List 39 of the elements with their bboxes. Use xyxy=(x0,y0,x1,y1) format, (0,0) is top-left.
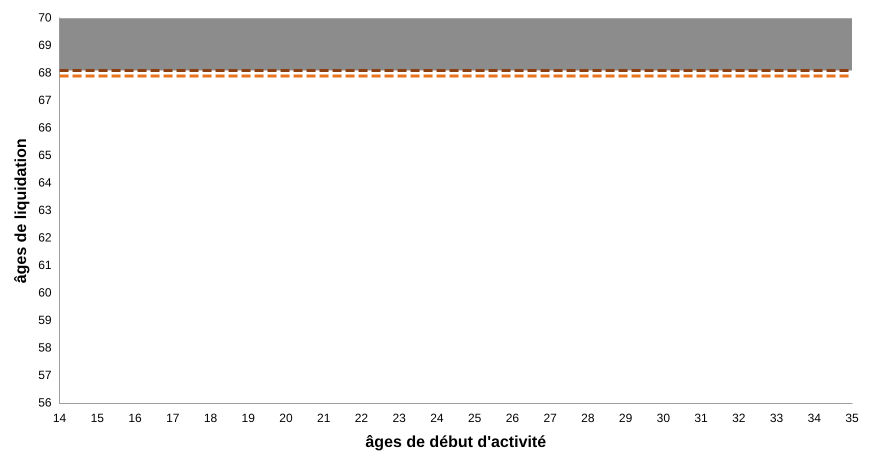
x-tick-label: 30 xyxy=(656,410,670,425)
y-tick-label: 66 xyxy=(38,120,52,135)
x-tick-label: 28 xyxy=(581,410,595,425)
x-axis-title: âges de début d'activité xyxy=(365,434,546,451)
x-tick-label: 27 xyxy=(543,410,558,425)
y-tick-label: 69 xyxy=(38,38,52,52)
y-tick-label: 57 xyxy=(38,368,52,382)
y-tick-label: 61 xyxy=(38,258,52,272)
y-tick-label: 68 xyxy=(38,66,52,80)
x-tick-label: 14 xyxy=(52,410,67,425)
x-tick-label: 35 xyxy=(845,410,859,425)
y-axis-title: âges de liquidation xyxy=(13,138,30,284)
y-tick-label: 70 xyxy=(38,10,52,25)
x-tick-label: 31 xyxy=(694,410,708,425)
x-tick-label: 26 xyxy=(506,410,520,425)
x-tick-label: 17 xyxy=(166,410,180,425)
x-tick-label: 22 xyxy=(354,410,368,425)
x-tick-label: 33 xyxy=(770,410,784,425)
y-tick-label: 59 xyxy=(38,313,52,328)
x-tick-label: 32 xyxy=(732,410,746,425)
x-tick-label: 23 xyxy=(392,410,406,425)
x-tick-label: 19 xyxy=(242,410,256,425)
x-tick-label: 15 xyxy=(90,410,104,425)
y-tick-label: 60 xyxy=(38,286,52,300)
y-tick-label: 63 xyxy=(38,203,52,218)
x-tick-label: 16 xyxy=(128,410,142,425)
x-tick-label: 34 xyxy=(808,410,822,425)
y-tick-label: 67 xyxy=(38,93,52,108)
y-tick-label: 62 xyxy=(38,230,52,245)
y-tick-label: 65 xyxy=(38,148,52,162)
y-tick-label: 64 xyxy=(38,176,52,190)
x-tick-label: 24 xyxy=(430,410,444,425)
x-tick-label: 20 xyxy=(279,410,293,425)
y-tick-label: 56 xyxy=(38,396,52,410)
y-tick-label: 58 xyxy=(38,340,52,355)
x-tick-label: 25 xyxy=(468,410,482,425)
x-tick-label: 21 xyxy=(317,410,331,425)
x-tick-label: 18 xyxy=(204,410,218,425)
x-tick-label: 29 xyxy=(618,410,633,425)
